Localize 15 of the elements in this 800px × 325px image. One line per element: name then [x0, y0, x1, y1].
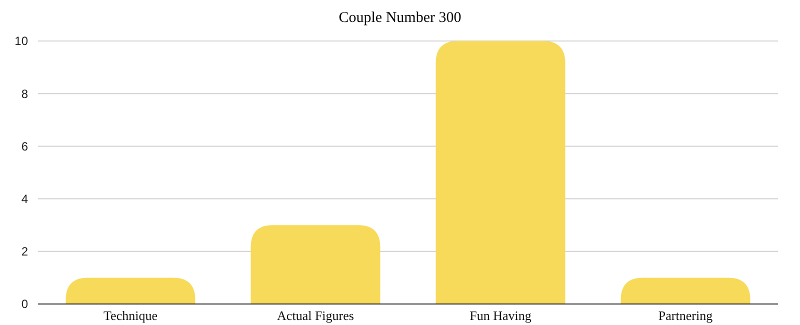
x-tick-label: Partnering: [658, 308, 714, 323]
y-tick-label: 2: [21, 244, 28, 259]
bar: [250, 225, 380, 304]
y-tick-label: 6: [21, 139, 28, 154]
y-tick-label: 0: [21, 297, 28, 312]
bar: [436, 41, 566, 304]
y-tick-label: 8: [21, 86, 28, 101]
x-tick-label: Fun Having: [470, 308, 532, 323]
chart-title: Couple Number 300: [338, 10, 462, 26]
bar: [66, 278, 196, 304]
y-tick-label: 10: [14, 34, 28, 48]
x-tick-label: Actual Figures: [277, 308, 354, 323]
x-tick-label: Technique: [104, 308, 158, 323]
y-tick-label: 4: [21, 192, 28, 206]
bar: [620, 278, 750, 304]
